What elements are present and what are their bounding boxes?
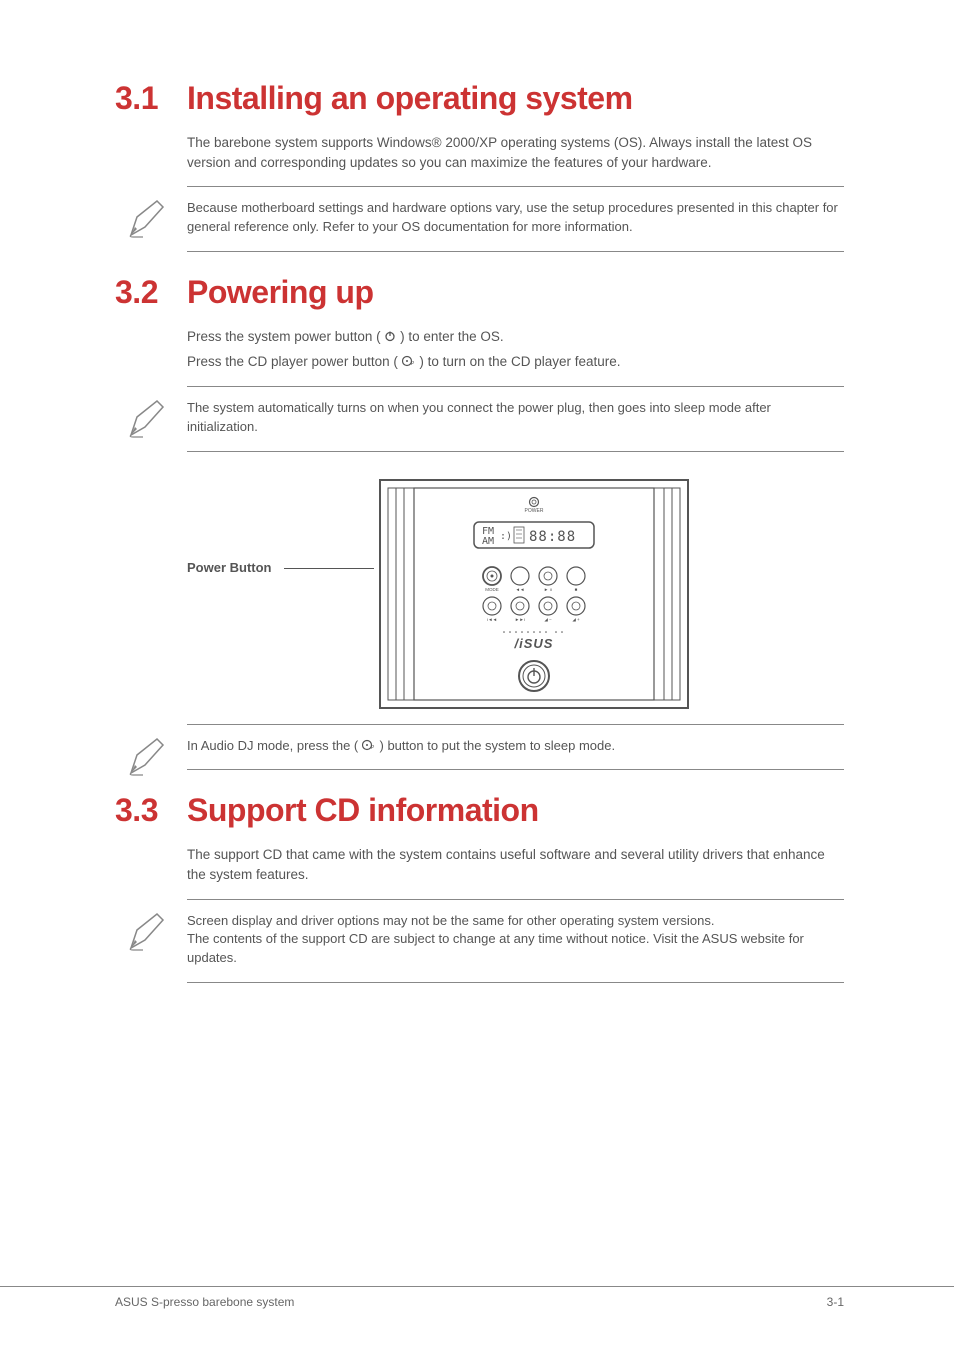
cd-power-icon: P: [402, 355, 416, 367]
section-3-2-title: Powering up: [187, 274, 374, 311]
button-row-1: MODE ◄◄ ► ıı ■: [483, 567, 585, 592]
pencil-note-icon: [127, 910, 169, 952]
section-3-2-heading: 3.2 Powering up: [115, 274, 844, 311]
note-3-3: Screen display and driver options may no…: [187, 899, 844, 984]
pencil-note-icon: [127, 397, 169, 439]
device-front-panel-illustration: POWER FM AM :) 88:88 MODE ◄◄: [374, 474, 694, 714]
figure-label: Power Button: [187, 560, 272, 575]
svg-text:◄◄: ◄◄: [515, 587, 524, 592]
section-3-2-number: 3.2: [115, 274, 187, 311]
n2-b: ) button to put the system to sleep mode…: [380, 738, 616, 753]
svg-text:POWER: POWER: [524, 508, 543, 514]
svg-text:/iSUS: /iSUS: [513, 636, 553, 651]
figure-leader-line: [284, 568, 374, 569]
power-icon: [384, 330, 396, 342]
note-3-3-text: Screen display and driver options may no…: [187, 912, 844, 969]
note-3-2a-text: The system automatically turns on when y…: [187, 399, 844, 437]
svg-text:P: P: [411, 361, 415, 367]
svg-text::): :): [500, 531, 512, 542]
section-3-3-heading: 3.3 Support CD information: [115, 792, 844, 829]
pencil-note-icon: [127, 197, 169, 239]
p1-b: ) to enter the OS.: [400, 329, 504, 344]
note-3-1-text: Because motherboard settings and hardwar…: [187, 199, 844, 237]
svg-text:P: P: [371, 745, 375, 751]
section-3-1-title: Installing an operating system: [187, 80, 633, 117]
section-3-1-number: 3.1: [115, 80, 187, 117]
note-3-1: Because motherboard settings and hardwar…: [187, 186, 844, 252]
footer-right: 3-1: [827, 1295, 844, 1309]
n2-a: In Audio DJ mode, press the (: [187, 738, 358, 753]
svg-text:ı◄◄: ı◄◄: [486, 617, 496, 622]
page-content: 3.1 Installing an operating system The b…: [0, 0, 954, 983]
page-footer: ASUS S-presso barebone system 3-1: [0, 1286, 954, 1309]
section-3-3-number: 3.3: [115, 792, 187, 829]
svg-text:88:88: 88:88: [529, 529, 576, 545]
note-3-2b-text: In Audio DJ mode, press the ( P ) button…: [187, 737, 844, 756]
section-3-2-paragraph-1: Press the system power button ( ) to ent…: [187, 327, 844, 347]
svg-text:MODE: MODE: [485, 587, 499, 592]
footer-left: ASUS S-presso barebone system: [115, 1295, 294, 1309]
svg-text:► ıı: ► ıı: [543, 587, 551, 592]
pencil-note-icon: [127, 735, 169, 777]
note-3-2a: The system automatically turns on when y…: [187, 386, 844, 452]
section-3-3-paragraph: The support CD that came with the system…: [187, 845, 844, 884]
note-3-2b: In Audio DJ mode, press the ( P ) button…: [187, 724, 844, 771]
svg-text:■: ■: [574, 587, 577, 592]
svg-text:AM: AM: [482, 536, 494, 547]
svg-text:◢ −: ◢ −: [544, 617, 552, 622]
section-3-1-heading: 3.1 Installing an operating system: [115, 80, 844, 117]
section-3-1-paragraph: The barebone system supports Windows® 20…: [187, 133, 844, 172]
cd-power-icon: P: [362, 739, 376, 751]
p1-a: Press the system power button (: [187, 329, 381, 344]
p2-b: ) to turn on the CD player feature.: [419, 354, 620, 369]
svg-text:►►ı: ►►ı: [514, 617, 524, 622]
button-row-2: ı◄◄ ►►ı ◢ − ◢ +: [483, 597, 585, 622]
p2-a: Press the CD player power button (: [187, 354, 398, 369]
section-3-3-title: Support CD information: [187, 792, 539, 829]
section-3-2-paragraph-2: Press the CD player power button ( P ) t…: [187, 352, 844, 372]
power-button-figure: Power Button POWER FM AM :): [187, 474, 844, 714]
svg-text:◢ +: ◢ +: [572, 617, 580, 622]
